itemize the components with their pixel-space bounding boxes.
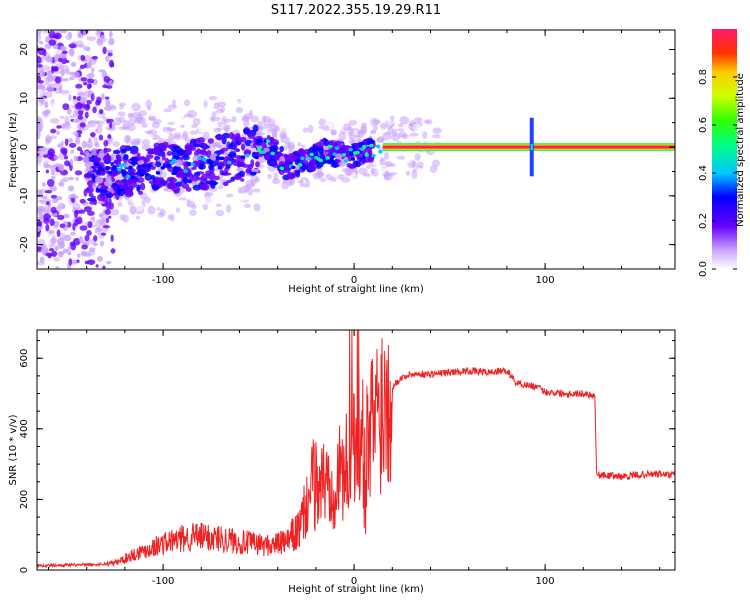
colorbar-label: Normalized spectral amplitude [735, 73, 746, 227]
colorbar-gradient [712, 29, 737, 269]
colorbar-tick-label: 0.8 [698, 69, 709, 85]
colorbar-tick-label: 0.4 [698, 165, 709, 181]
y-tick-label: 10 [19, 92, 30, 105]
spectrogram-frame [36, 29, 676, 270]
colorbar-ticks: 0.0 0.2 0.4 0.6 0.8 [698, 69, 737, 277]
y-tick-label: 200 [19, 490, 30, 509]
x-tick-label: 100 [536, 576, 555, 587]
y-tick-label: -20 [19, 236, 30, 252]
x-tick-label: -100 [152, 576, 175, 587]
colorbar: 0.0 0.2 0.4 0.6 0.8 Normalized spectral ampl… [698, 29, 746, 277]
snr-ticks: -100 0 100 0 200 400 600 [19, 330, 675, 587]
snr-xlabel: Height of straight line (km) [288, 584, 424, 595]
y-tick-label: 600 [19, 349, 30, 368]
x-tick-label: -100 [152, 275, 175, 286]
spectrogram-field [37, 30, 675, 269]
y-tick-label: 0 [19, 567, 30, 573]
snr-series-line [37, 330, 675, 569]
spectrogram-xlabel: Height of straight line (km) [288, 284, 424, 295]
colorbar-tick-label: 0.6 [698, 117, 709, 133]
x-tick-label: 0 [351, 576, 357, 587]
y-tick-label: 0 [19, 144, 30, 150]
x-tick-label: 100 [536, 275, 555, 286]
snr-ylabel: SNR (10 * v/v) [8, 414, 19, 485]
spectrogram-ylabel: Frequency (Hz) [8, 112, 19, 188]
figure-title: S117.2022.355.19.29.R11 [271, 3, 441, 18]
snr-panel: -100 0 100 0 200 400 600 Height of straight li… [8, 329, 676, 595]
x-tick-label: 0 [351, 275, 357, 286]
colorbar-tick-label: 0.2 [698, 213, 709, 229]
colorbar-tick-label: 0.0 [698, 261, 709, 277]
snr-frame [36, 329, 676, 571]
y-tick-label: -10 [19, 188, 30, 204]
y-tick-label: 20 [19, 43, 30, 56]
y-tick-label: 400 [19, 419, 30, 438]
